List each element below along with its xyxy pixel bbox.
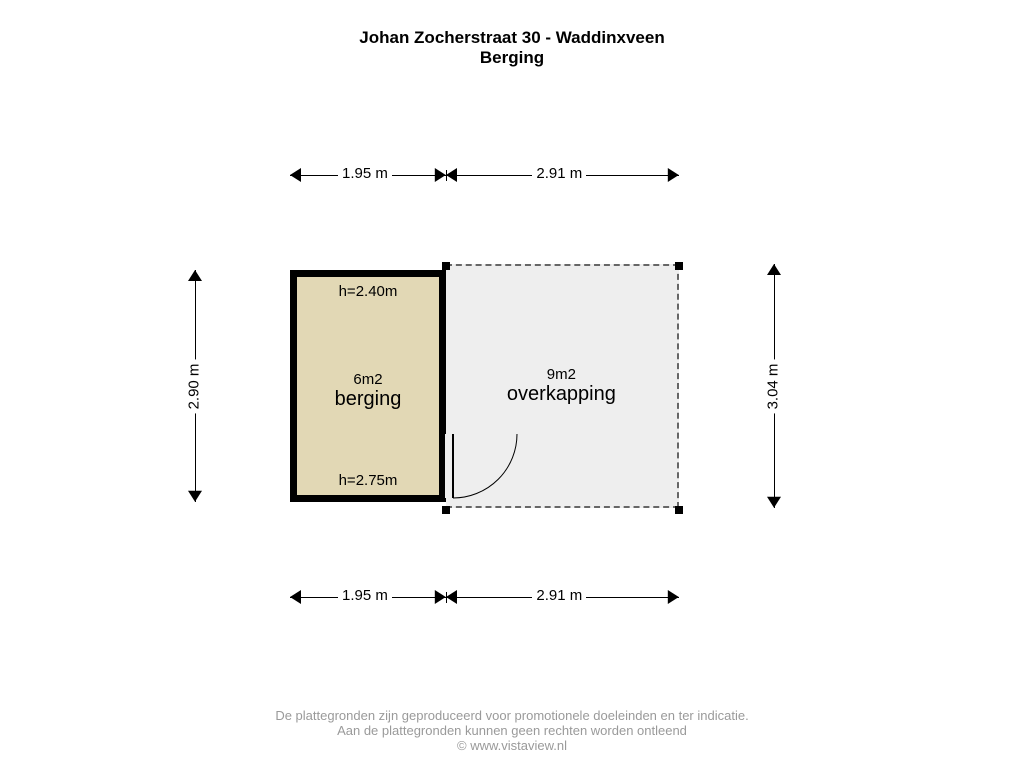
berging-height-bottom: h=2.75m [297,472,439,489]
dim-arrow [767,264,781,275]
dim-arrow [290,168,301,182]
floor-plan: h=2.40m h=2.75m 6m2berging9m2overkapping 1.… [0,0,1024,768]
dim-label: 2.91 m [532,587,586,604]
dim-label: 2.91 m [532,165,586,182]
dim-label: 1.95 m [338,165,392,182]
post [675,506,683,514]
dim-arrow [290,590,301,604]
dim-arrow [767,496,781,507]
post [675,262,683,270]
dim-arrow [668,168,679,182]
dim-label: 3.04 m [764,360,781,414]
dim-arrow [435,168,446,182]
dim-arrow [188,491,202,502]
dim-tick [446,170,447,181]
footer-line-3: © www.vistaview.nl [0,738,1024,753]
berging-label: 6m2berging [297,371,439,411]
footer-line-1: De plattegronden zijn geproduceerd voor … [0,708,1024,723]
dim-label: 1.95 m [338,587,392,604]
berging-height-top: h=2.40m [297,283,439,300]
dim-label: 2.90 m [185,360,202,414]
overkapping-label: 9m2overkapping [446,366,677,406]
door-swing [451,432,519,500]
post [442,262,450,270]
dim-arrow [668,590,679,604]
dim-arrow [435,590,446,604]
footer-line-2: Aan de plattegronden kunnen geen rechten… [0,723,1024,738]
dim-arrow [446,590,457,604]
dim-arrow [188,270,202,281]
room-berging: h=2.40m h=2.75m 6m2berging [290,270,446,502]
post [442,506,450,514]
dim-arrow [446,168,457,182]
dim-tick [446,592,447,603]
footer-block: De plattegronden zijn geproduceerd voor … [0,708,1024,753]
